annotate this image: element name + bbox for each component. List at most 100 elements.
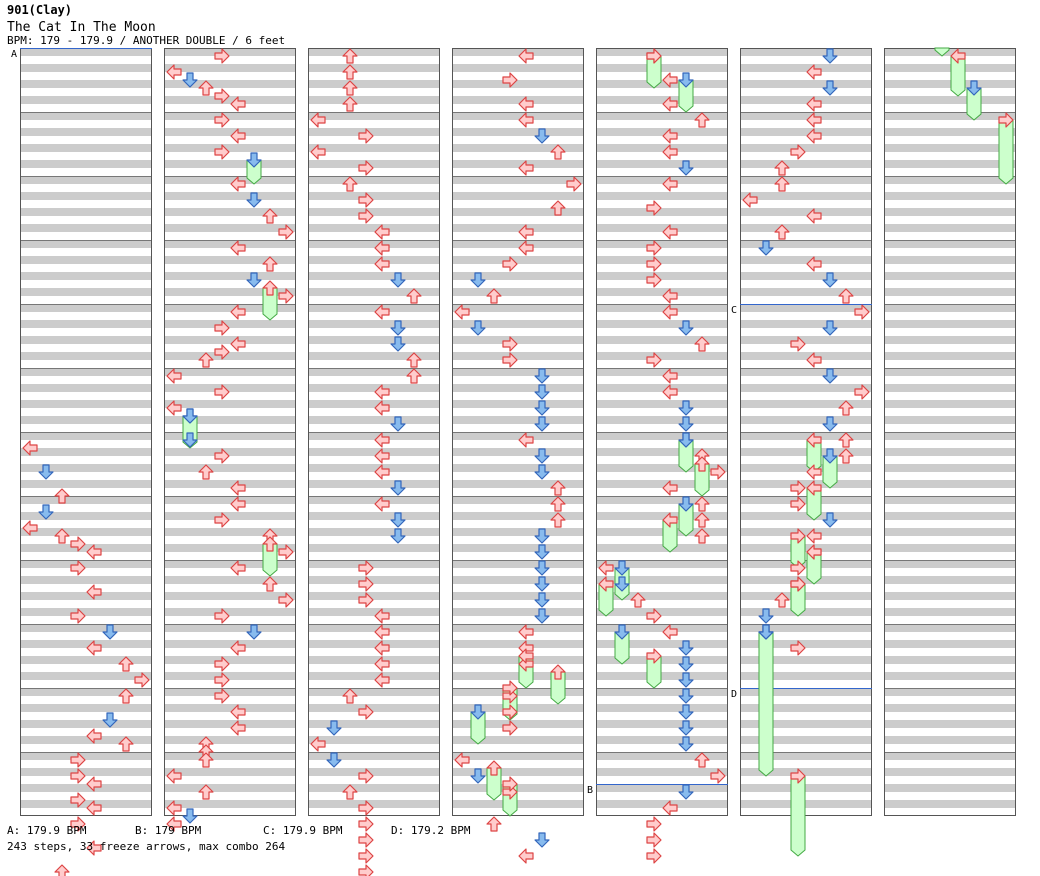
beat-stripe [452,144,584,152]
beat-stripe [20,448,152,456]
beat-stripe [740,144,872,152]
beat-stripe [596,368,728,376]
beat-stripe [740,496,872,504]
step-arrow-left [166,816,182,832]
beat-stripe [308,560,440,568]
step-arrow-left [662,72,678,88]
step-arrow-right [502,680,518,696]
beat-stripe [20,720,152,728]
beat-stripe [20,80,152,88]
step-arrow-right [710,768,726,784]
step-arrow-right [358,816,374,832]
beat-stripe [740,560,872,568]
step-arrow-right [646,352,662,368]
step-arrow-left [86,640,102,656]
beat-stripe [884,272,1016,280]
beat-stripe [452,464,584,472]
beat-stripe [884,592,1016,600]
beat-stripe [596,720,728,728]
beat-stripe [20,144,152,152]
step-arrow-down [678,160,694,176]
beat-stripe [596,800,728,808]
beat-stripe [164,128,296,136]
step-arrow-left [86,840,102,856]
beat-stripe [308,208,440,216]
beat-stripe [308,288,440,296]
step-arrow-left [86,776,102,792]
beat-stripe [308,336,440,344]
beat-stripe [20,656,152,664]
step-arrow-left [518,160,534,176]
step-arrow-left [518,96,534,112]
step-arrow-left [662,224,678,240]
beat-stripe [20,480,152,488]
beat-stripe [308,512,440,520]
beat-stripe [164,64,296,72]
beat-stripe [596,144,728,152]
beat-stripe [164,544,296,552]
step-arrow-up [838,432,854,448]
beat-stripe [20,768,152,776]
step-arrow-up [262,256,278,272]
step-arrow-left [662,288,678,304]
beat-stripe [596,352,728,360]
beat-stripe [20,64,152,72]
beat-stripe [596,576,728,584]
step-arrow-right [358,576,374,592]
beat-stripe [164,784,296,792]
step-arrow-up [342,48,358,64]
step-arrow-down [326,720,342,736]
step-arrow-left [166,64,182,80]
beat-stripe [452,768,584,776]
step-arrow-left [518,224,534,240]
beat-stripe [884,688,1016,696]
step-arrow-up [694,456,710,472]
step-arrow-up [694,528,710,544]
beat-stripe [452,544,584,552]
beat-stripe [20,352,152,360]
step-arrow-left [86,728,102,744]
beat-stripe [164,656,296,664]
step-arrow-down [38,464,54,480]
beat-stripe [20,128,152,136]
step-arrow-left [374,432,390,448]
step-arrow-right [790,336,806,352]
beat-stripe [20,256,152,264]
beat-stripe [452,304,584,312]
beat-stripe [308,768,440,776]
step-arrow-left [742,192,758,208]
step-arrow-right [646,256,662,272]
step-arrow-right [502,72,518,88]
beat-stripe [164,352,296,360]
beat-stripe [308,480,440,488]
column-border [884,48,1016,816]
step-arrow-left [598,576,614,592]
beat-stripe [740,48,872,56]
beat-stripe [452,528,584,536]
beat-stripe [452,320,584,328]
step-arrow-up [694,112,710,128]
step-arrow-up [342,80,358,96]
step-arrow-up [630,592,646,608]
beat-stripe [164,576,296,584]
beat-stripe [452,176,584,184]
step-arrow-left [230,560,246,576]
bpm-legend-b: B: 179 BPM [135,824,202,837]
step-arrow-up [838,400,854,416]
beat-stripe [20,496,152,504]
beat-stripe [308,464,440,472]
beat-stripe [596,704,728,712]
step-arrow-down [534,416,550,432]
beat-stripe [452,688,584,696]
beat-stripe [20,800,152,808]
beat-stripe [740,672,872,680]
beat-stripe [164,720,296,728]
step-arrow-down [534,544,550,560]
beat-stripe [308,576,440,584]
beat-stripe [740,656,872,664]
beat-stripe [596,416,728,424]
beat-stripe [740,304,872,312]
beat-stripe [164,672,296,680]
beat-stripe [884,208,1016,216]
beat-stripe [740,416,872,424]
